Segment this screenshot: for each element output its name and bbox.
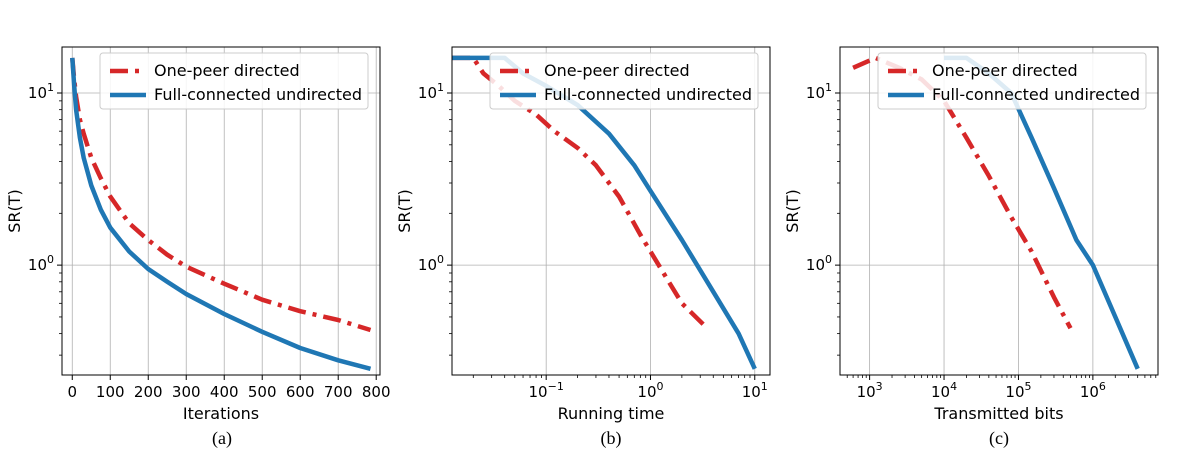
y-tick-label: 101 [806,81,832,102]
x-tick-label: 100 [637,380,663,401]
y-tick-label: 101 [28,81,54,102]
legend-label: One-peer directed [932,61,1078,80]
series-line-one-peer-directed [452,55,709,330]
x-tick-label: 106 [1080,380,1106,401]
x-tick-label: 300 [172,383,201,401]
x-tick-label: 105 [1005,380,1031,401]
x-axis-label: Iterations [183,404,259,423]
y-axis-label: SR(T) [5,189,24,233]
plot-frame [839,46,1159,376]
chart-panel-3: 103 104 105 106 100 101 Transmitted bits SR(T) O… [783,46,1159,449]
legend-box [877,52,1147,110]
panel-caption: (c) [989,428,1009,449]
plot-frame [451,46,771,376]
x-tick-label: 500 [248,383,277,401]
x-tick-label: 800 [362,383,391,401]
y-axis-label: SR(T) [783,189,802,233]
legend-box [99,52,369,110]
x-tick-label: 100 [96,383,125,401]
x-tick-label: 600 [286,383,315,401]
x-tick-label: 103 [857,380,883,401]
legend: One-peer directed Full-connected undirect… [99,52,369,110]
y-tick-label: 100 [806,253,832,274]
legend-label: One-peer directed [154,61,300,80]
y-tick-label: 100 [418,253,444,274]
x-tick-label: 10−1 [529,380,564,401]
x-tick-label: 101 [742,380,768,401]
legend-box [489,52,759,110]
chart-panel-1: 0 100 200 300 400 500 600 700 800 100 101 Iteration… [5,46,391,449]
x-tick-label: 200 [134,383,163,401]
x-tick-label: 104 [931,380,957,401]
y-tick-label: 101 [418,81,444,102]
x-axis-label: Running time [558,404,665,423]
legend-label: Full-connected undirected [544,85,752,104]
legend: One-peer directed Full-connected undirect… [489,52,759,110]
panel-caption: (a) [212,428,232,449]
series-line-full-connected-undirected [70,57,372,371]
legend-label: Full-connected undirected [932,85,1140,104]
x-tick-label: 700 [324,383,353,401]
y-tick-label: 100 [28,253,54,274]
legend-label: Full-connected undirected [154,85,362,104]
x-tick-label: 0 [67,383,77,401]
legend-label: One-peer directed [544,61,690,80]
x-axis-label: Transmitted bits [933,404,1063,423]
y-axis-label: SR(T) [395,189,414,233]
x-tick-label: 400 [210,383,239,401]
legend: One-peer directed Full-connected undirect… [877,52,1147,110]
panel-caption: (b) [601,428,622,449]
chart-panel-2: 10−1 100 101 100 101 Running time SR(T) One-pee… [395,46,771,449]
plot-frame [61,46,381,376]
